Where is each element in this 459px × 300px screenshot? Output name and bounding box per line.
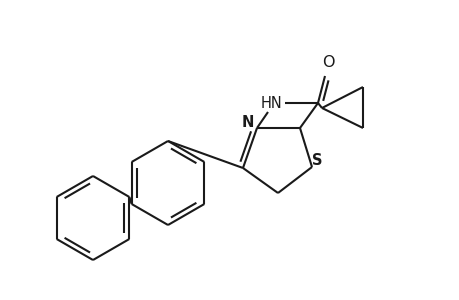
Text: S: S xyxy=(311,152,322,167)
Text: HN: HN xyxy=(261,95,282,110)
Text: O: O xyxy=(321,55,334,70)
Text: N: N xyxy=(241,115,254,130)
